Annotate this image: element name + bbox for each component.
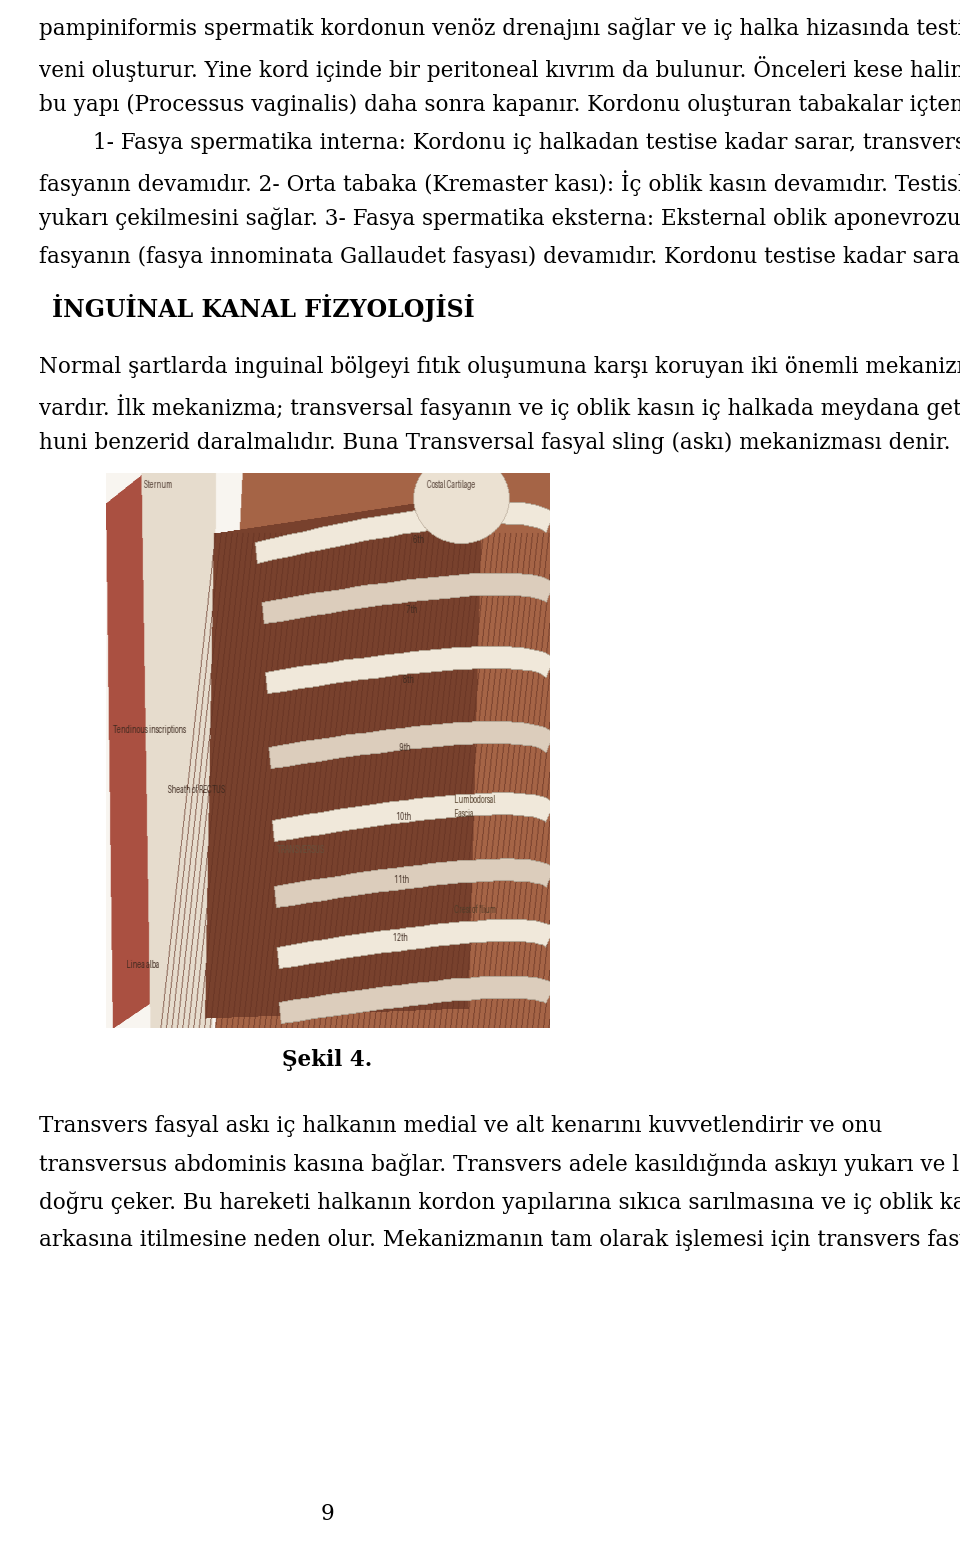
Text: İNGUİNAL KANAL FİZYOLOJİSİ: İNGUİNAL KANAL FİZYOLOJİSİ — [53, 295, 475, 322]
Text: transversus abdominis kasına bağlar. Transvers adele kasıldığında askıyı yukarı : transversus abdominis kasına bağlar. Tra… — [38, 1153, 960, 1176]
Text: Normal şartlarda inguinal bölgeyi fıtık oluşumuna karşı koruyan iki önemli mekan: Normal şartlarda inguinal bölgeyi fıtık … — [38, 356, 960, 378]
Text: bu yapı (Processus vaginalis) daha sonra kapanır. Kordonu oluşturan tabakalar iç: bu yapı (Processus vaginalis) daha sonra… — [38, 94, 960, 116]
Text: yukarı çekilmesini sağlar. 3- Fasya spermatika eksterna: Eksternal oblik aponevr: yukarı çekilmesini sağlar. 3- Fasya sper… — [38, 208, 960, 230]
Text: veni oluşturur. Yine kord içinde bir peritoneal kıvrım da bulunur. Önceleri kese: veni oluşturur. Yine kord içinde bir per… — [38, 56, 960, 82]
Text: 1- Fasya spermatika interna: Kordonu iç halkadan testise kadar sarar, transvers: 1- Fasya spermatika interna: Kordonu iç … — [93, 133, 960, 154]
Text: 9: 9 — [321, 1503, 334, 1524]
Text: fasyanın (fasya innominata Gallaudet fasyası) devamıdır. Kordonu testise kadar s: fasyanın (fasya innominata Gallaudet fas… — [38, 245, 960, 268]
Text: Transvers fasyal askı iç halkanın medial ve alt kenarını kuvvetlendirir ve onu: Transvers fasyal askı iç halkanın medial… — [38, 1116, 882, 1137]
Text: pampiniformis spermatik kordonun venöz drenajını sağlar ve iç halka hizasında te: pampiniformis spermatik kordonun venöz d… — [38, 19, 960, 40]
Text: fasyanın devamıdır. 2- Orta tabaka (Kremaster kası): İç oblik kasın devamıdır. T: fasyanın devamıdır. 2- Orta tabaka (Krem… — [38, 170, 960, 196]
Text: doğru çeker. Bu hareketi halkanın kordon yapılarına sıkıca sarılmasına ve iç obl: doğru çeker. Bu hareketi halkanın kordon… — [38, 1191, 960, 1213]
Text: huni benzerid daralmalıdır. Buna Transversal fasyal sling (askı) mekanizması den: huni benzerid daralmalıdır. Buna Transve… — [38, 432, 950, 454]
Text: vardır. İlk mekanizma; transversal fasyanın ve iç oblik kasın iç halkada meydana: vardır. İlk mekanizma; transversal fasya… — [38, 393, 960, 420]
Text: Şekil 4.: Şekil 4. — [282, 1049, 372, 1071]
Text: arkasına itilmesine neden olur. Mekanizmanın tam olarak işlemesi için transvers : arkasına itilmesine neden olur. Mekanizm… — [38, 1230, 960, 1251]
